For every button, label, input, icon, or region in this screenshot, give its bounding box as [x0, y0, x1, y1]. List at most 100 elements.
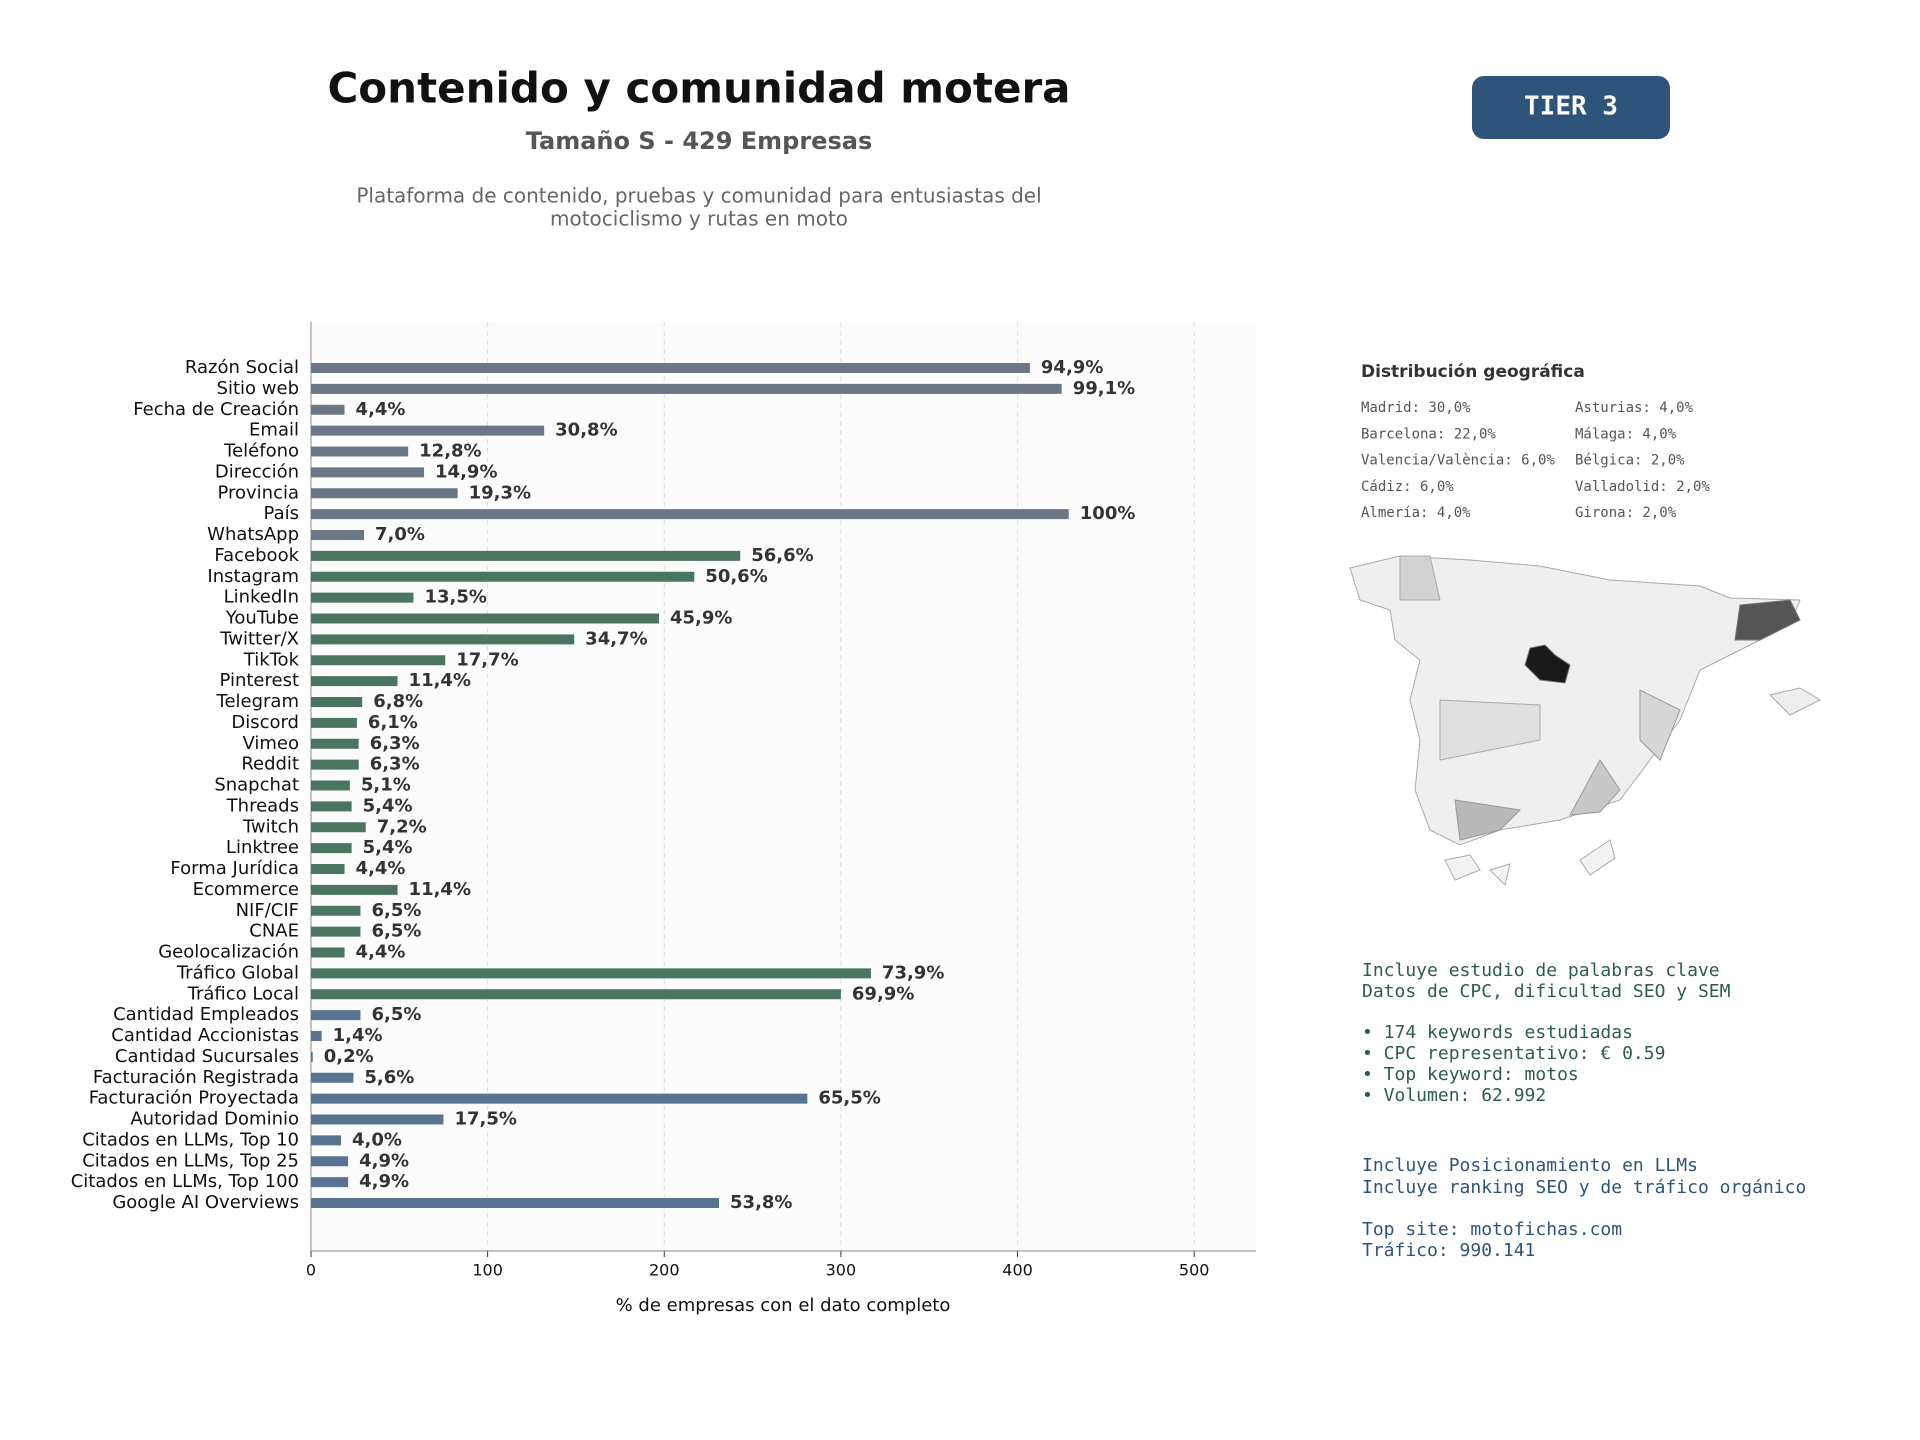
y-tick-label: Linktree: [226, 837, 299, 858]
data-label: 4,9%: [359, 1150, 409, 1171]
data-label: 30,8%: [555, 420, 617, 441]
bar: [311, 822, 366, 833]
llm-info: Tráfico: 990.141: [1362, 1240, 1535, 1261]
map-island: [1444, 839, 1616, 886]
y-tick-label: Citados en LLMs, Top 100: [71, 1171, 299, 1192]
data-label: 73,9%: [882, 962, 944, 983]
geo-entry: Cádiz: 6,0%: [1361, 479, 1454, 495]
geo-entry: Málaga: 4,0%: [1575, 426, 1677, 442]
data-label: 1,4%: [333, 1025, 383, 1046]
map-island: [1769, 687, 1822, 716]
map-region: [1524, 644, 1571, 684]
data-label: 12,8%: [419, 441, 481, 462]
bar: [311, 968, 871, 979]
map-region: [1454, 799, 1522, 841]
geo-entry: Barcelona: 22,0%: [1361, 426, 1496, 442]
bar: [311, 1198, 720, 1208]
data-label: 5,6%: [364, 1067, 414, 1088]
geo-entry: Girona: 2,0%: [1575, 505, 1677, 521]
bar: [311, 363, 1030, 373]
y-tick-label: Provincia: [217, 482, 299, 503]
data-label: 7,0%: [375, 524, 425, 545]
map-region: [1569, 759, 1621, 816]
description: Plataforma de contenido, pruebas y comun…: [356, 184, 1041, 208]
keywords-info: • Volumen: 62.992: [1362, 1085, 1546, 1106]
chart-title: Contenido y comunidad motera: [327, 64, 1070, 113]
data-label: 19,3%: [469, 482, 531, 503]
bar: [311, 926, 361, 937]
bar: [311, 989, 841, 1000]
map-region: [1439, 699, 1541, 761]
data-label: 6,3%: [370, 754, 420, 775]
y-tick-label: Vimeo: [242, 733, 299, 754]
llm-info: Incluye Posicionamiento en LLMs: [1362, 1155, 1698, 1176]
data-label: 4,4%: [356, 399, 406, 420]
bar: [311, 1156, 349, 1167]
data-label: 6,5%: [371, 1004, 421, 1025]
data-label: 17,5%: [454, 1109, 516, 1130]
geo-entry: Valladolid: 2,0%: [1575, 479, 1710, 495]
data-label: 65,5%: [818, 1088, 880, 1109]
y-tick-label: Fecha de Creación: [133, 399, 299, 420]
keywords-info: Incluye estudio de palabras clave: [1362, 960, 1720, 981]
bar: [311, 864, 345, 874]
bar: [311, 697, 363, 707]
data-label: 50,6%: [705, 566, 767, 587]
map-region: [1734, 599, 1801, 641]
bar: [311, 1051, 313, 1062]
y-tick-label: TikTok: [243, 649, 300, 670]
map-region: [1399, 555, 1441, 601]
data-label: 56,6%: [751, 545, 813, 566]
bar: [311, 801, 352, 812]
badge-label: TIER 3: [1524, 92, 1618, 122]
bar: [311, 1031, 322, 1041]
y-tick-label: Tráfico Global: [176, 962, 299, 983]
y-tick-label: WhatsApp: [207, 524, 299, 545]
bar: [311, 1072, 354, 1083]
y-tick-label: Instagram: [207, 566, 299, 587]
geo-entry: Bélgica: 2,0%: [1575, 453, 1685, 469]
geo-title: Distribución geográfica: [1361, 362, 1585, 382]
y-tick-label: Facturación Registrada: [93, 1067, 299, 1088]
bar: [311, 509, 1069, 520]
bar: [311, 404, 345, 415]
keywords-info: Datos de CPC, dificultad SEO y SEM: [1362, 981, 1731, 1002]
data-label: 11,4%: [409, 879, 471, 900]
x-tick-label: 100: [472, 1261, 503, 1280]
data-label: 13,5%: [424, 587, 486, 608]
data-label: 6,5%: [371, 900, 421, 921]
y-tick-label: Discord: [231, 712, 299, 733]
bar: [311, 383, 1062, 394]
x-tick-label: 500: [1179, 1261, 1210, 1280]
map: [1349, 555, 1822, 886]
data-label: 6,8%: [373, 691, 423, 712]
x-tick-label: 200: [649, 1261, 680, 1280]
data-label: 5,1%: [361, 775, 411, 796]
bar: [311, 738, 359, 749]
y-tick-label: Razón Social: [185, 357, 299, 378]
geo-entry: Madrid: 30,0%: [1361, 400, 1471, 416]
y-tick-label: YouTube: [225, 608, 299, 629]
data-label: 53,8%: [730, 1192, 792, 1213]
y-tick-label: Google AI Overviews: [112, 1192, 299, 1213]
y-tick-label: Snapchat: [214, 775, 299, 796]
bar: [311, 717, 357, 728]
data-label: 4,9%: [359, 1171, 409, 1192]
y-tick-label: Geolocalización: [158, 942, 299, 963]
bar: [311, 947, 345, 958]
geo-entry: Asturias: 4,0%: [1575, 400, 1694, 416]
bar: [311, 1010, 361, 1021]
x-tick-label: 0: [306, 1261, 316, 1280]
bar: [311, 550, 741, 561]
y-tick-label: Reddit: [241, 754, 299, 775]
data-label: 6,5%: [371, 921, 421, 942]
x-tick-label: 400: [1002, 1261, 1033, 1280]
y-tick-label: Citados en LLMs, Top 25: [82, 1150, 299, 1171]
y-tick-label: Sitio web: [217, 378, 299, 399]
y-tick-label: Forma Jurídica: [170, 858, 299, 879]
bar: [311, 759, 359, 770]
keywords-info: • Top keyword: motos: [1362, 1064, 1579, 1085]
data-label: 4,4%: [356, 858, 406, 879]
bar: [311, 530, 364, 540]
